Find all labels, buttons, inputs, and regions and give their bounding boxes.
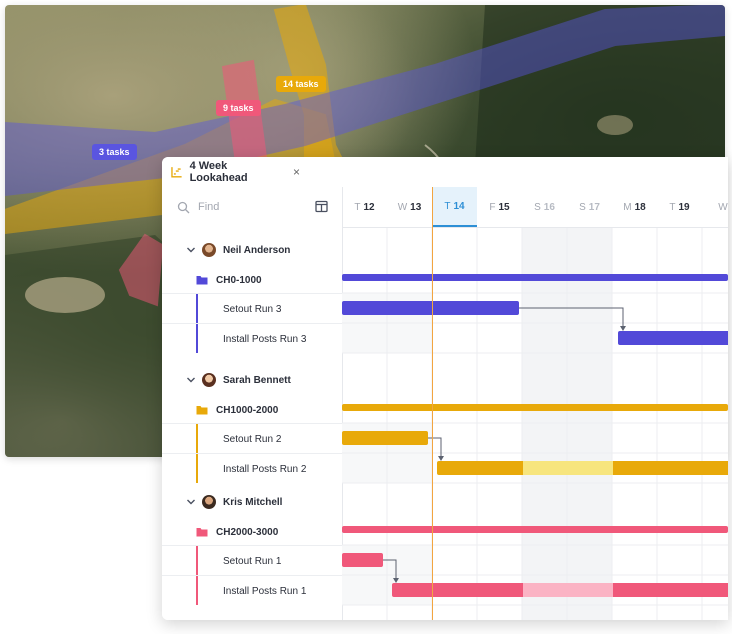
day-number: 19 bbox=[678, 201, 690, 213]
task-list: Neil Anderson CH0-1000 Setout Run 3 Inst… bbox=[162, 187, 343, 620]
task-bar-setout-run-2[interactable] bbox=[342, 431, 428, 445]
task-row[interactable]: Setout Run 2 bbox=[162, 423, 342, 454]
task-row[interactable]: Install Posts Run 1 bbox=[162, 575, 342, 606]
avatar bbox=[202, 373, 216, 387]
task-row[interactable]: Install Posts Run 3 bbox=[162, 323, 342, 354]
layout-toggle-icon[interactable] bbox=[315, 200, 328, 213]
avatar bbox=[202, 243, 216, 257]
timeline-header: T 12 W 13 T 14 F 15 S 16 S 17 M 18 T 19 W bbox=[342, 187, 728, 228]
person-name: Neil Anderson bbox=[223, 244, 291, 256]
chevron-down-icon[interactable] bbox=[186, 497, 196, 507]
dependency-arrow bbox=[519, 307, 624, 327]
chainage-row-ch1000-2000[interactable]: CH1000-2000 bbox=[162, 395, 342, 425]
tab-title: 4 Week Lookahead bbox=[189, 160, 248, 184]
day-letter: W bbox=[718, 201, 728, 213]
avatar bbox=[202, 495, 216, 509]
day-number: 15 bbox=[498, 201, 510, 213]
task-row[interactable]: Install Posts Run 2 bbox=[162, 453, 342, 484]
lookahead-panel: 4 Week Lookahead × Neil Anderson CH0-100… bbox=[162, 157, 728, 620]
person-name: Kris Mitchell bbox=[223, 496, 283, 508]
day-number: 14 bbox=[453, 200, 465, 212]
day-column-header[interactable]: T 12 bbox=[342, 187, 387, 227]
close-icon[interactable]: × bbox=[292, 165, 300, 179]
person-name: Sarah Bennett bbox=[223, 374, 291, 386]
dependency-arrow bbox=[428, 437, 442, 457]
dependency-arrows bbox=[383, 307, 626, 583]
map-tag-9-tasks[interactable]: 9 tasks bbox=[216, 100, 261, 116]
person-row-kris-mitchell[interactable]: Kris Mitchell bbox=[162, 487, 342, 517]
task-bar-install-posts-run-3[interactable] bbox=[618, 331, 728, 345]
gantt-grid: T 12 W 13 T 14 F 15 S 16 S 17 M 18 T 19 W bbox=[342, 187, 728, 620]
day-column-header[interactable]: W 13 bbox=[387, 187, 432, 227]
day-letter: S bbox=[534, 201, 541, 213]
day-number: 17 bbox=[588, 201, 600, 213]
tab-4-week-lookahead[interactable]: 4 Week Lookahead × bbox=[162, 157, 300, 187]
search-icon bbox=[177, 201, 190, 213]
chainage-label: CH1000-2000 bbox=[216, 404, 279, 416]
day-number: 18 bbox=[634, 201, 646, 213]
day-number: 13 bbox=[410, 201, 422, 213]
task-bar-setout-run-3[interactable] bbox=[342, 301, 519, 315]
person-row-sarah-bennett[interactable]: Sarah Bennett bbox=[162, 365, 342, 395]
day-letter: T bbox=[669, 201, 676, 213]
folder-icon bbox=[196, 276, 208, 285]
task-row[interactable]: Setout Run 1 bbox=[162, 545, 342, 576]
task-label: Setout Run 3 bbox=[223, 303, 282, 315]
task-label: Setout Run 1 bbox=[223, 555, 282, 567]
day-letter: W bbox=[397, 201, 408, 213]
day-column-header[interactable]: W bbox=[702, 187, 728, 227]
chainage-row-ch2000-3000[interactable]: CH2000-3000 bbox=[162, 517, 342, 547]
day-column-header[interactable]: M 18 bbox=[612, 187, 657, 227]
day-number: 12 bbox=[363, 201, 375, 213]
day-number: 16 bbox=[543, 201, 555, 213]
search-input[interactable] bbox=[196, 200, 310, 214]
summary-bar-ch1000-2000[interactable] bbox=[342, 404, 728, 411]
search-bar bbox=[162, 187, 342, 227]
arrow-head bbox=[438, 456, 444, 461]
task-bar-setout-run-1[interactable] bbox=[342, 553, 383, 567]
day-column-header[interactable]: S 16 bbox=[522, 187, 567, 227]
folder-icon bbox=[196, 406, 208, 415]
day-column-header-today[interactable]: T 14 bbox=[432, 187, 477, 227]
day-column-header[interactable]: S 17 bbox=[567, 187, 612, 227]
dependency-arrow bbox=[383, 559, 397, 579]
folder-icon bbox=[196, 528, 208, 537]
map-tag-14-tasks[interactable]: 14 tasks bbox=[276, 76, 326, 92]
zone-ch2000-3000-b[interactable] bbox=[118, 233, 164, 307]
chart-icon bbox=[171, 167, 182, 178]
day-letter: S bbox=[579, 201, 586, 213]
weekend-segment bbox=[523, 583, 613, 597]
arrow-head bbox=[393, 578, 399, 583]
day-letter: M bbox=[623, 201, 632, 213]
arrow-head bbox=[620, 326, 626, 331]
chevron-down-icon[interactable] bbox=[186, 375, 196, 385]
bare-ground bbox=[597, 115, 633, 135]
day-letter: F bbox=[489, 201, 496, 213]
task-label: Install Posts Run 1 bbox=[223, 585, 307, 597]
map-tag-3-tasks[interactable]: 3 tasks bbox=[92, 144, 137, 160]
chainage-row-ch0-1000[interactable]: CH0-1000 bbox=[162, 265, 342, 295]
day-column-header[interactable]: F 15 bbox=[477, 187, 522, 227]
task-label: Setout Run 2 bbox=[223, 433, 282, 445]
task-label: Install Posts Run 3 bbox=[223, 333, 307, 345]
day-letter: T bbox=[354, 201, 361, 213]
summary-bar-ch2000-3000[interactable] bbox=[342, 526, 728, 533]
chainage-label: CH0-1000 bbox=[216, 274, 262, 286]
day-letter: T bbox=[444, 200, 451, 212]
weekend-segment bbox=[523, 461, 613, 475]
chevron-down-icon[interactable] bbox=[186, 245, 196, 255]
task-row[interactable]: Setout Run 3 bbox=[162, 293, 342, 324]
day-column-header[interactable]: T 19 bbox=[657, 187, 702, 227]
bare-ground bbox=[25, 277, 105, 313]
summary-bar-ch0-1000[interactable] bbox=[342, 274, 728, 281]
task-label: Install Posts Run 2 bbox=[223, 463, 307, 475]
today-marker-line bbox=[432, 187, 433, 620]
person-row-neil-anderson[interactable]: Neil Anderson bbox=[162, 235, 342, 265]
chainage-label: CH2000-3000 bbox=[216, 526, 279, 538]
